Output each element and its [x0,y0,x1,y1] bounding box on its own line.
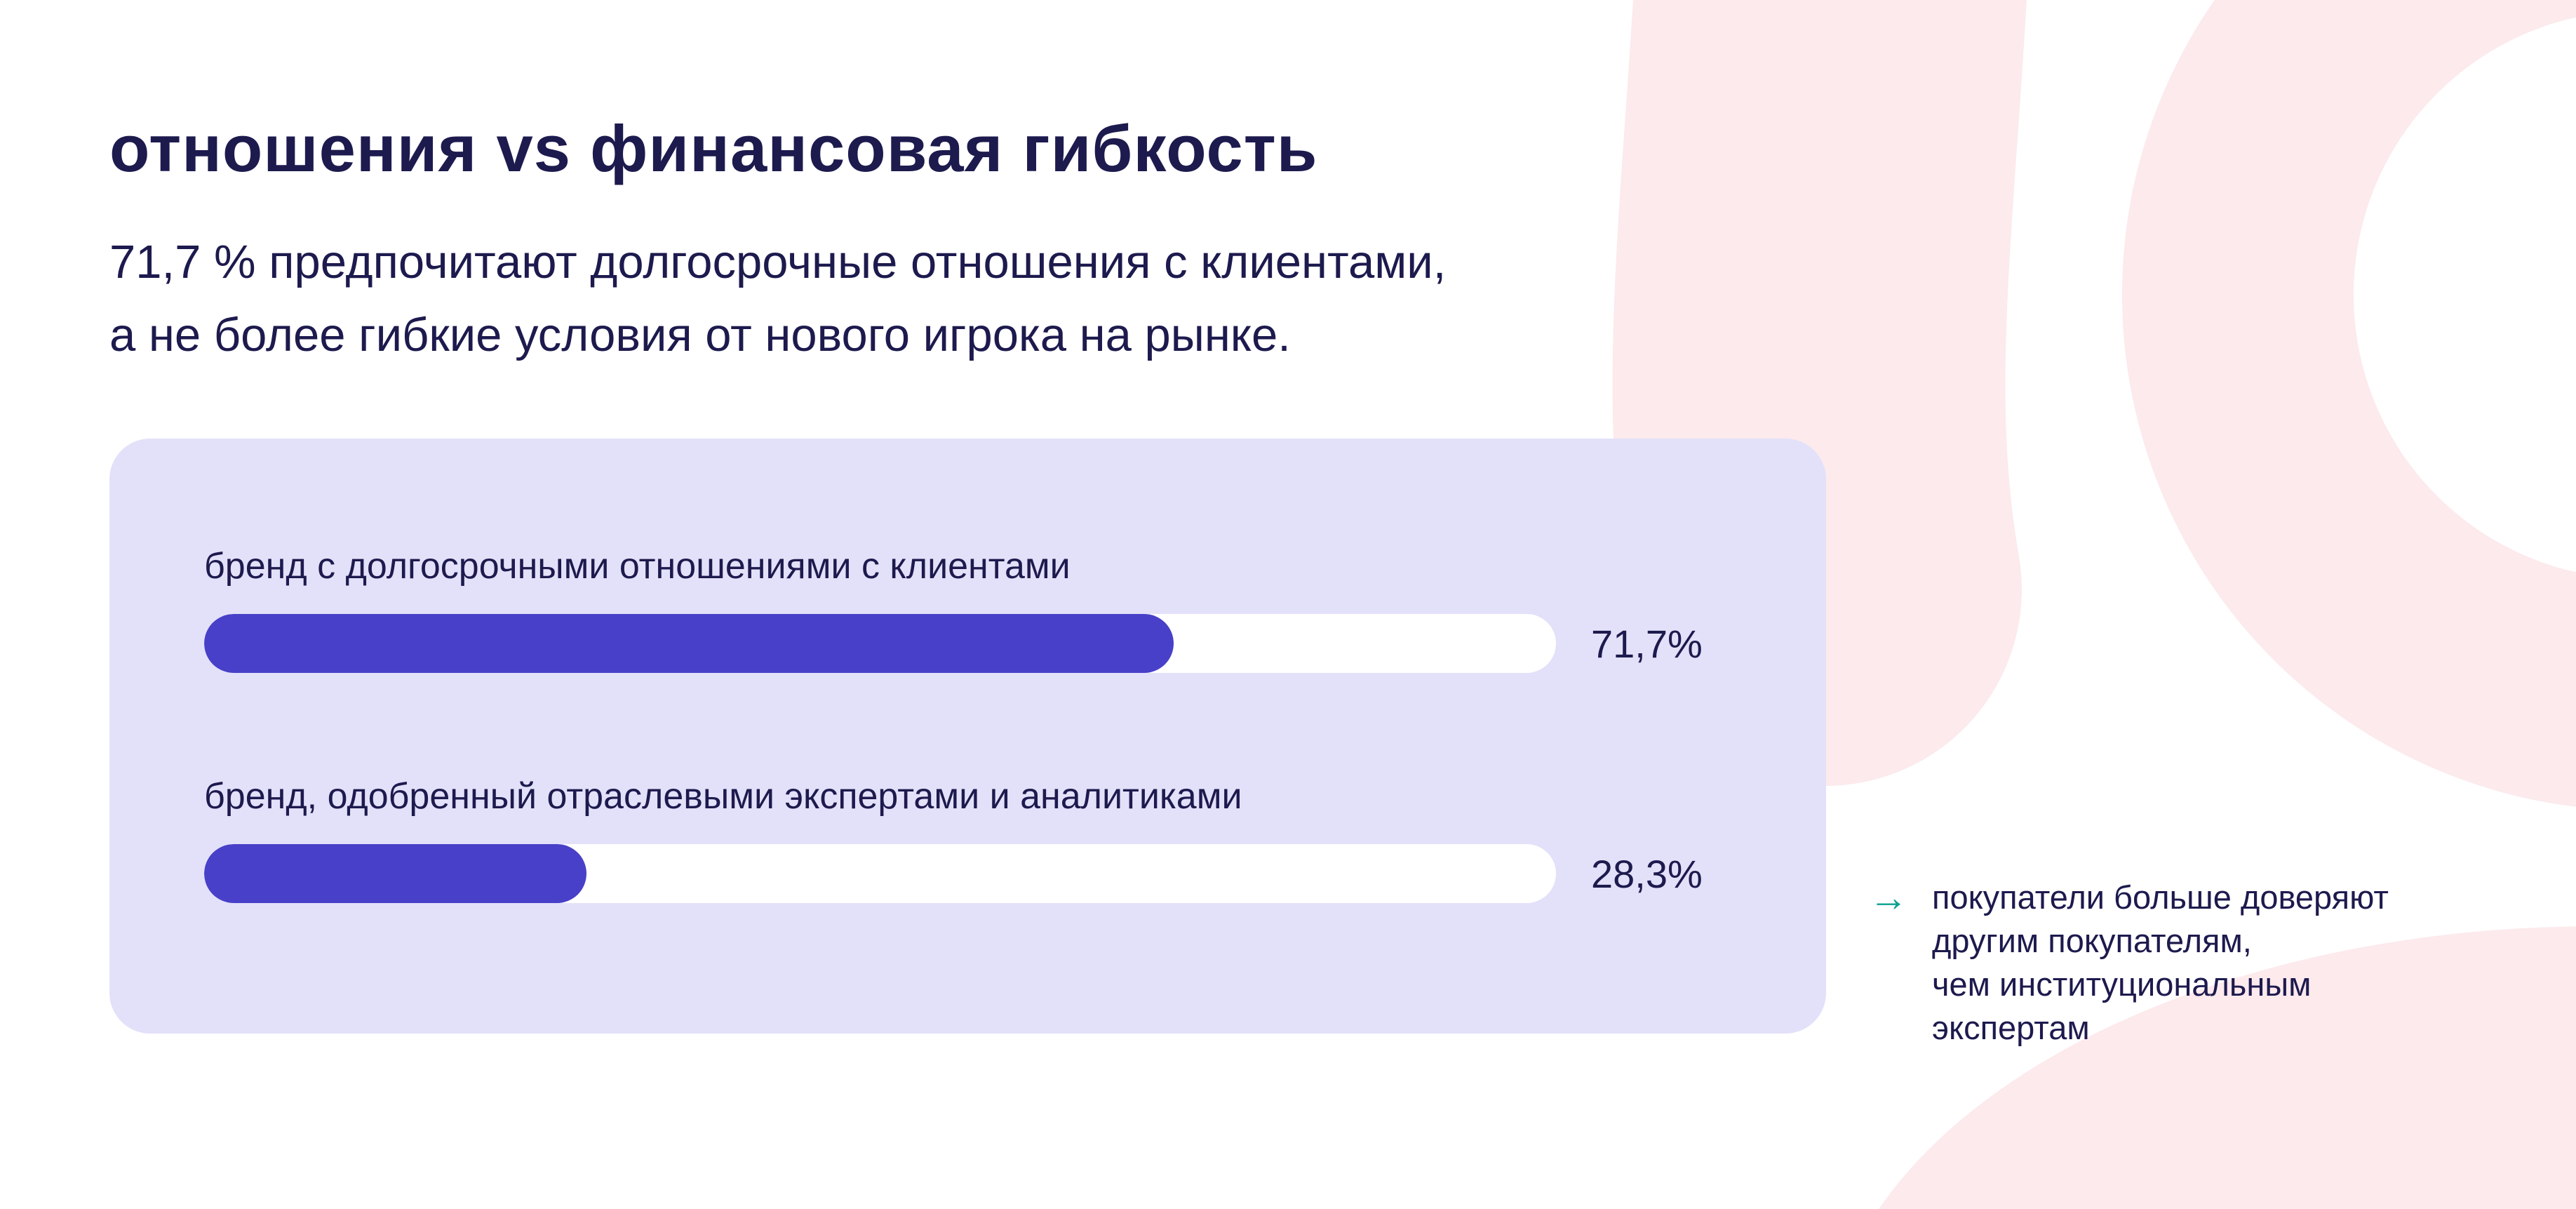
bar-track [204,844,1556,903]
annotation-line-3: чем институциональным [1932,966,2312,1003]
bar-chart-panel: бренд с долгосрочными отношениями с клие… [109,439,1826,1034]
annotation-note: → покупатели больше доверяют другим поку… [1869,876,2389,1050]
page-title: отношения vs финансовая гибкость [109,112,1318,185]
arrow-right-icon: → [1869,875,1908,919]
subtitle-line-2: а не более гибкие условия от нового игро… [109,308,1291,361]
slide-subtitle: 71,7 % предпочитают долгосрочные отношен… [109,226,1446,372]
bar-row: 71,7% [204,614,1731,673]
bar-group-long-term-relationships: бренд с долгосрочными отношениями с клие… [204,545,1731,673]
bar-row: 28,3% [204,844,1731,903]
annotation-text: покупатели больше доверяют другим покупа… [1932,876,2389,1050]
bar-fill [204,614,1174,673]
bar-group-expert-endorsed: бренд, одобренный отраслевыми экспертами… [204,775,1731,903]
bar-label: бренд, одобренный отраслевыми экспертами… [204,776,1242,817]
bar-label: бренд с долгосрочными отношениями с клие… [204,546,1071,587]
bar-value-label: 71,7% [1591,621,1703,666]
bar-track [204,614,1556,673]
annotation-line-4: экспертам [1932,1009,2090,1046]
subtitle-line-1: 71,7 % предпочитают долгосрочные отношен… [109,236,1447,288]
bar-fill [204,844,587,903]
bar-value-label: 28,3% [1591,851,1703,896]
annotation-line-2: другим покупателям, [1932,922,2252,959]
annotation-line-1: покупатели больше доверяют [1932,879,2389,916]
